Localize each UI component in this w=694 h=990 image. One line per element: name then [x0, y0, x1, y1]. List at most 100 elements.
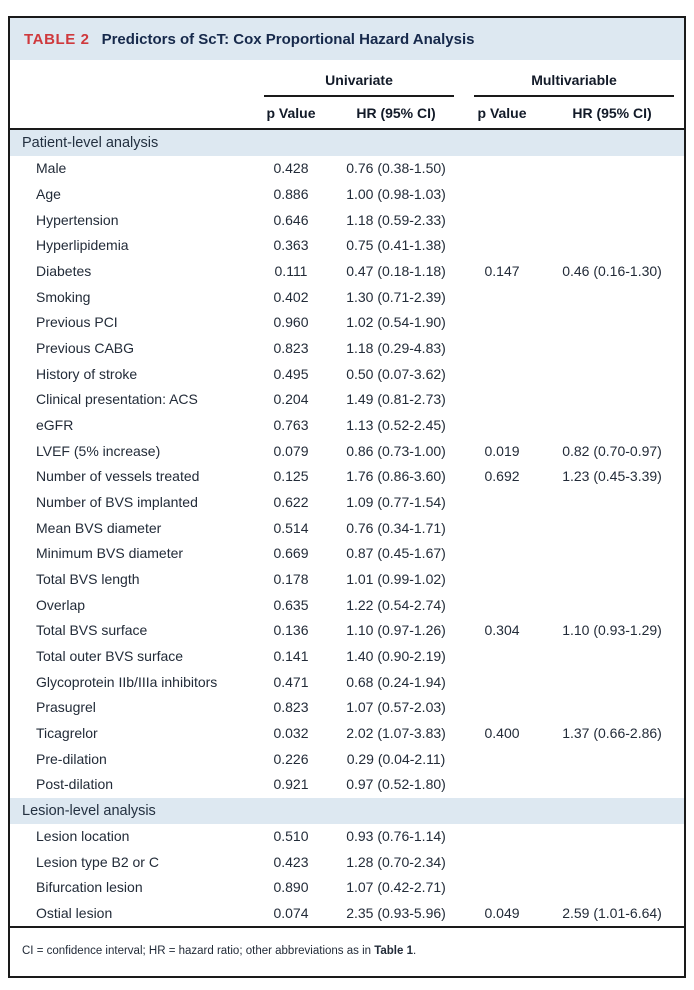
multi-hr-ci: 1.37 (0.66-2.86) — [562, 724, 662, 741]
uni-p-value: 0.074 — [273, 905, 309, 921]
row-label: eGFR — [36, 416, 74, 433]
uni-p-value: 0.510 — [273, 827, 309, 844]
uni-hr-ci: 1.30 (0.71-2.39) — [346, 288, 446, 305]
uni-p-value: 0.204 — [273, 391, 309, 408]
table-row: Glycoprotein IIb/IIIa inhibitors 0.471 0… — [10, 669, 684, 695]
uni-p-value: 0.890 — [273, 879, 309, 896]
multi-hr-ci — [540, 669, 684, 695]
row-label: Total outer BVS surface — [36, 647, 184, 664]
multi-hr-ci — [540, 182, 684, 208]
uni-hr-ci: 1.76 (0.86-3.60) — [346, 468, 446, 485]
row-label: Previous CABG — [36, 339, 135, 356]
multi-hr-ci — [540, 849, 684, 875]
uni-hr-ci: 1.13 (0.52-2.45) — [346, 416, 446, 433]
row-label: Number of vessels treated — [36, 468, 200, 485]
multi-hr-ci — [540, 515, 684, 541]
uni-hr-ci: 0.97 (0.52-1.80) — [346, 776, 446, 793]
table-row: Prasugrel 0.823 1.07 (0.57-2.03) — [10, 695, 684, 721]
multi-p-value: 0.304 — [484, 622, 520, 639]
table-title: Predictors of ScT: Cox Proportional Haza… — [101, 30, 475, 48]
uni-hr-ci: 0.76 (0.34-1.71) — [346, 519, 446, 536]
multi-p-value — [464, 669, 540, 695]
uni-p-value: 0.136 — [273, 622, 309, 639]
multi-hr-ci: 1.23 (0.45-3.39) — [562, 468, 662, 485]
uni-hr-ci: 0.87 (0.45-1.67) — [346, 545, 446, 562]
table-row: Number of vessels treated 0.125 1.76 (0.… — [10, 464, 684, 490]
multi-p-value — [464, 207, 540, 233]
uni-hr-ci: 1.40 (0.90-2.19) — [346, 647, 446, 664]
table-row: Ostial lesion 0.074 2.35 (0.93-5.96) 0.0… — [10, 901, 684, 927]
uni-p-value: 0.669 — [273, 545, 309, 562]
multi-hr-ci — [540, 361, 684, 387]
uni-hr-ci: 1.01 (0.99-1.02) — [346, 570, 446, 587]
uni-p-value: 0.111 — [274, 262, 308, 279]
table-row: eGFR 0.763 1.13 (0.52-2.45) — [10, 413, 684, 439]
multi-hr-ci — [540, 336, 684, 362]
uni-hr-ci: 2.02 (1.07-3.83) — [346, 724, 446, 741]
row-label: Age — [36, 185, 61, 202]
multi-p-value — [464, 592, 540, 618]
uni-p-value: 0.363 — [273, 237, 309, 254]
uni-p-value: 0.763 — [273, 416, 309, 433]
multi-p-value — [464, 336, 540, 362]
uni-p-value: 0.402 — [273, 288, 309, 305]
multi-p-value — [464, 413, 540, 439]
multi-p-value: 0.147 — [484, 262, 520, 279]
uni-hr-ci: 0.75 (0.41-1.38) — [346, 237, 446, 254]
row-label: Total BVS length — [36, 570, 140, 587]
multi-p-value — [464, 824, 540, 850]
uni-p-value: 0.921 — [273, 776, 309, 793]
multi-hr-ci — [540, 772, 684, 798]
multi-hr-ci — [540, 567, 684, 593]
multi-hr-ci — [540, 207, 684, 233]
multi-hr-ci — [540, 695, 684, 721]
row-label: Overlap — [36, 596, 86, 613]
table-row: Total BVS surface 0.136 1.10 (0.97-1.26)… — [10, 618, 684, 644]
column-group-row: Univariate Multivariable — [10, 60, 684, 97]
univariate-group-label: Univariate — [264, 72, 455, 97]
table-row: Clinical presentation: ACS 0.204 1.49 (0… — [10, 387, 684, 413]
table-row: Previous PCI 0.960 1.02 (0.54-1.90) — [10, 310, 684, 336]
uni-p-value: 0.125 — [273, 468, 309, 485]
row-label: Mean BVS diameter — [36, 519, 162, 536]
multi-p-value — [464, 695, 540, 721]
uni-hr-ci: 0.29 (0.04-2.11) — [346, 750, 446, 767]
uni-p-value: 0.514 — [273, 519, 309, 536]
uni-hr-ci: 1.22 (0.54-2.74) — [346, 596, 446, 613]
row-label: Post-dilation — [36, 776, 114, 793]
table-row: Diabetes 0.111 0.47 (0.18-1.18) 0.147 0.… — [10, 259, 684, 285]
section-title: Lesion-level analysis — [10, 797, 685, 824]
multi-hr-ci — [540, 644, 684, 670]
row-label: Number of BVS implanted — [36, 493, 198, 510]
multi-p-value — [464, 849, 540, 875]
multi-p-value — [464, 567, 540, 593]
uni-p-value: 0.226 — [273, 750, 309, 767]
multi-p-value — [464, 156, 540, 182]
uni-p-value: 0.178 — [273, 570, 309, 587]
multi-p-value — [464, 361, 540, 387]
table-row: Minimum BVS diameter 0.669 0.87 (0.45-1.… — [10, 541, 684, 567]
univariate-group-header: Univariate — [254, 60, 464, 97]
uni-hr-ci: 1.18 (0.29-4.83) — [346, 339, 446, 356]
uni-hr-ci: 0.68 (0.24-1.94) — [346, 673, 446, 690]
multi-hr-ci — [540, 310, 684, 336]
multi-hr-ci — [540, 490, 684, 516]
row-label: Diabetes — [36, 262, 92, 279]
table-row: Pre-dilation 0.226 0.29 (0.04-2.11) — [10, 746, 684, 772]
multi-p-value: 0.019 — [484, 442, 520, 459]
multi-hr-ci — [540, 541, 684, 567]
multi-hr-ci — [540, 592, 684, 618]
row-label: Ticagrelor — [36, 724, 98, 741]
multi-hr-header: HR (95% CI) — [540, 97, 685, 130]
row-label: Hyperlipidemia — [36, 237, 129, 254]
uni-p-value: 0.428 — [273, 160, 309, 177]
uni-p-value: 0.823 — [273, 339, 309, 356]
uni-hr-ci: 0.50 (0.07-3.62) — [346, 365, 446, 382]
section-header-row: Lesion-level analysis — [10, 797, 685, 824]
uni-hr-ci: 1.10 (0.97-1.26) — [346, 622, 446, 639]
uni-p-value: 0.622 — [273, 493, 309, 510]
uni-hr-ci: 0.93 (0.76-1.14) — [346, 827, 446, 844]
table-row: Lesion location 0.510 0.93 (0.76-1.14) — [10, 824, 684, 850]
multi-p-value — [464, 284, 540, 310]
table-row: Age 0.886 1.00 (0.98-1.03) — [10, 182, 684, 208]
